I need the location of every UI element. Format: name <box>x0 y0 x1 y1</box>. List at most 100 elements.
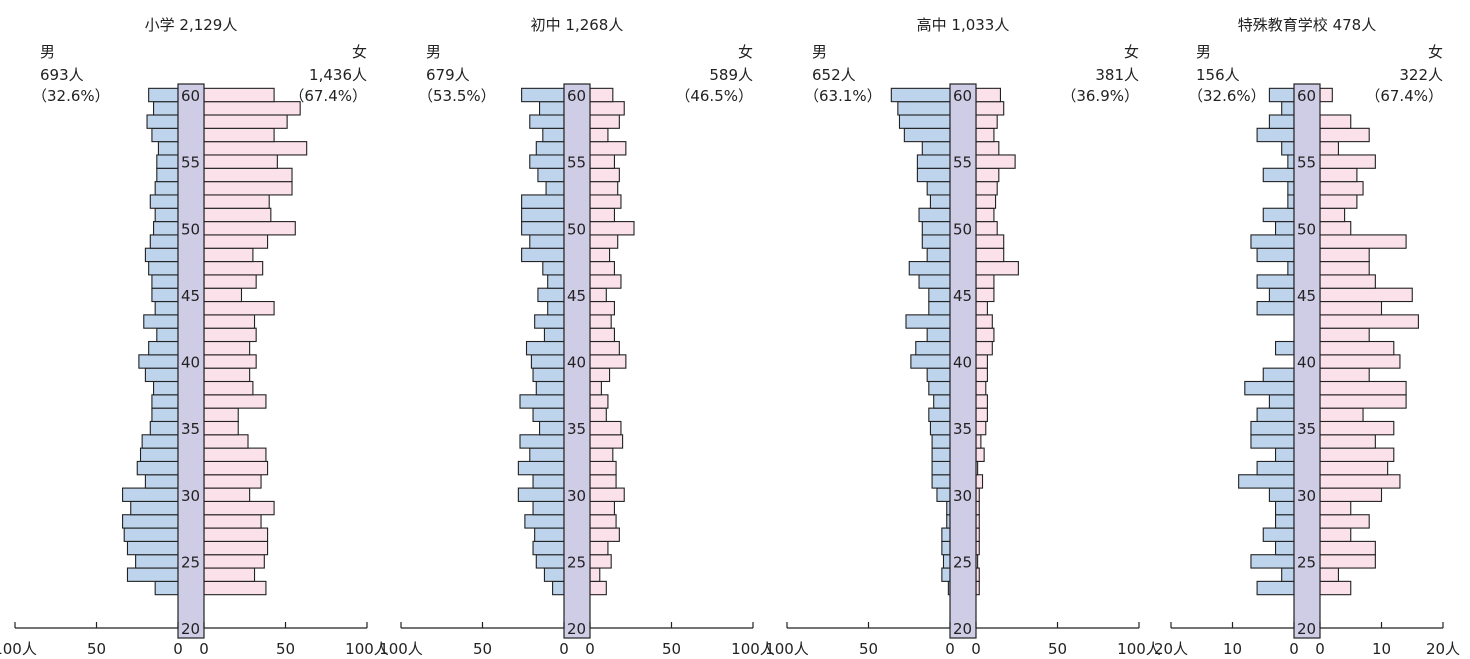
male-bar-age-24 <box>1281 567 1295 582</box>
chart-title: 特殊教育学校 478人 <box>1238 16 1376 34</box>
male-bar-age-23 <box>154 580 179 596</box>
female-bar-age-29 <box>203 500 275 516</box>
female-count: 381人 <box>1095 66 1139 84</box>
female-tick-label: 0 <box>585 640 595 658</box>
female-bar-age-34 <box>975 434 982 449</box>
male-bar-age-50 <box>1275 221 1295 236</box>
female-percent: （67.4%） <box>1365 87 1443 105</box>
female-bar-age-35 <box>589 420 622 436</box>
male-bar-age-39 <box>532 367 565 383</box>
female-bar-age-56 <box>203 141 308 156</box>
age-label: 50 <box>567 220 586 238</box>
male-bar-age-23 <box>1256 580 1295 596</box>
male-bar-age-49 <box>529 234 565 249</box>
female-bar-age-35 <box>975 420 987 436</box>
female-bar-age-37 <box>1319 394 1407 409</box>
female-bar-age-46 <box>975 274 995 289</box>
male-bar-age-42 <box>156 327 179 343</box>
age-label: 25 <box>567 553 586 571</box>
female-bar-age-27 <box>589 527 620 542</box>
male-bar-age-49 <box>921 234 951 249</box>
female-bar-age-52 <box>1319 194 1358 209</box>
male-bar-age-40 <box>530 354 565 369</box>
male-bar-age-55 <box>1287 154 1295 169</box>
female-count: 589人 <box>709 66 753 84</box>
male-bar-age-50 <box>153 221 179 236</box>
male-bar-age-27 <box>1262 527 1295 542</box>
female-bar-age-28 <box>203 514 262 529</box>
female-bar-age-47 <box>589 261 616 276</box>
age-label: 35 <box>1297 420 1316 438</box>
female-bar-age-40 <box>975 354 988 369</box>
male-bar-age-46 <box>151 274 179 289</box>
age-label: 20 <box>181 620 200 638</box>
age-label: 55 <box>953 154 972 172</box>
female-bar-age-49 <box>1319 234 1407 249</box>
male-bar-age-47 <box>1287 261 1295 276</box>
female-bar-age-24 <box>203 567 256 582</box>
female-bar-age-42 <box>203 327 257 343</box>
age-label: 25 <box>1297 553 1316 571</box>
male-bar-age-35 <box>538 420 565 436</box>
female-bar-age-33 <box>975 447 985 462</box>
female-label: 女 <box>738 43 753 61</box>
female-bar-age-45 <box>975 287 995 303</box>
male-bar-age-33 <box>529 447 565 462</box>
male-tick-label: 50 <box>859 640 878 658</box>
female-bar-age-26 <box>1319 540 1376 556</box>
male-bar-age-30 <box>517 487 565 502</box>
male-bar-age-38 <box>153 380 179 396</box>
male-bar-age-41 <box>915 340 951 356</box>
male-tick-label: 50 <box>87 640 106 658</box>
male-bar-age-34 <box>1250 434 1295 449</box>
female-bar-age-50 <box>1319 221 1352 236</box>
female-bar-age-53 <box>589 181 619 196</box>
male-bar-age-37 <box>151 394 179 409</box>
male-bar-age-31 <box>144 474 179 489</box>
female-bar-age-50 <box>203 221 296 236</box>
female-bar-age-38 <box>975 380 987 396</box>
female-bar-age-24 <box>589 567 601 582</box>
male-bar-age-60 <box>890 87 951 103</box>
age-label: 30 <box>181 487 200 505</box>
male-bar-age-24 <box>126 567 179 582</box>
female-bar-age-38 <box>203 380 254 396</box>
male-bar-age-26 <box>941 540 951 556</box>
female-bar-age-41 <box>203 340 251 356</box>
female-tick-label: 100人 <box>1117 640 1161 658</box>
male-bar-age-35 <box>149 420 179 436</box>
male-bar-age-41 <box>525 340 565 356</box>
male-bar-age-56 <box>921 141 951 156</box>
female-bar-age-51 <box>1319 207 1346 223</box>
female-bar-age-53 <box>203 181 293 196</box>
male-tick-label: 10 <box>1223 640 1242 658</box>
female-bar-age-55 <box>1319 154 1376 169</box>
female-bar-age-51 <box>589 207 616 223</box>
female-bar-age-39 <box>589 367 611 383</box>
female-bar-age-54 <box>975 167 1000 183</box>
female-bar-age-39 <box>1319 367 1370 383</box>
female-bar-age-37 <box>589 394 609 409</box>
female-bar-age-30 <box>203 487 251 502</box>
male-bar-age-25 <box>942 554 951 569</box>
male-bar-age-37 <box>519 394 565 409</box>
female-bar-age-56 <box>589 141 627 156</box>
female-bar-age-43 <box>203 314 256 329</box>
female-bar-age-47 <box>203 261 264 276</box>
female-percent: （46.5%） <box>675 87 753 105</box>
male-bar-age-54 <box>156 167 179 183</box>
male-bar-age-54 <box>1262 167 1295 183</box>
female-bar-age-48 <box>589 247 611 263</box>
male-bar-age-33 <box>931 447 951 462</box>
male-bar-age-27 <box>941 527 951 542</box>
age-label: 20 <box>567 620 586 638</box>
male-bar-age-31 <box>1238 474 1295 489</box>
female-bar-age-38 <box>1319 380 1407 396</box>
male-bar-age-36 <box>532 407 565 423</box>
age-label: 30 <box>1297 487 1316 505</box>
male-bar-age-48 <box>926 247 951 263</box>
female-tick-label: 10 <box>1372 640 1391 658</box>
male-tick-label: 50 <box>473 640 492 658</box>
